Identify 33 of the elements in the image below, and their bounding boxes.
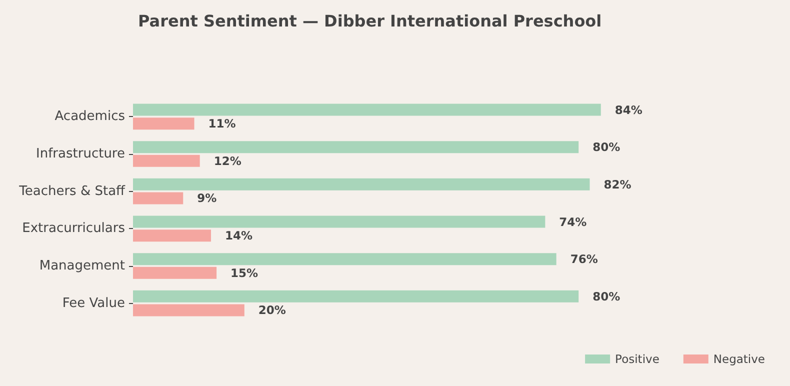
data-label: 9%	[197, 191, 218, 206]
y-tick-label: Fee Value	[62, 296, 125, 311]
bar	[133, 290, 579, 302]
chart-title: Parent Sentiment — Dibber International Preschool	[138, 12, 602, 30]
data-label: 12%	[214, 154, 242, 168]
data-label: 76%	[570, 252, 598, 266]
bar	[133, 230, 211, 242]
bar	[133, 192, 184, 204]
bar	[133, 266, 217, 279]
data-label: 80%	[592, 289, 621, 304]
bar	[133, 104, 601, 116]
data-label: 20%	[258, 303, 286, 318]
y-tick-label: Teachers & Staff	[18, 184, 126, 199]
y-tick-label: Extracurriculars	[22, 221, 126, 236]
y-tick-label: Management	[39, 258, 125, 274]
data-label: 80%	[592, 140, 621, 154]
data-label: 74%	[559, 214, 588, 229]
data-label: 11%	[208, 116, 236, 131]
bar	[133, 154, 200, 167]
bar	[133, 253, 556, 266]
data-label: 82%	[604, 177, 632, 192]
bar	[133, 304, 244, 316]
data-label: 15%	[230, 266, 259, 280]
bar	[133, 141, 579, 154]
data-label: 84%	[614, 102, 643, 117]
data-label: 14%	[224, 228, 253, 243]
y-tick-label: Infrastructure	[36, 146, 125, 162]
bar	[133, 216, 546, 228]
bar	[133, 178, 590, 190]
legend-label: Positive	[615, 352, 660, 366]
y-tick-label: Academics	[54, 109, 126, 124]
bar	[133, 118, 194, 130]
legend-label: Negative	[713, 352, 766, 366]
